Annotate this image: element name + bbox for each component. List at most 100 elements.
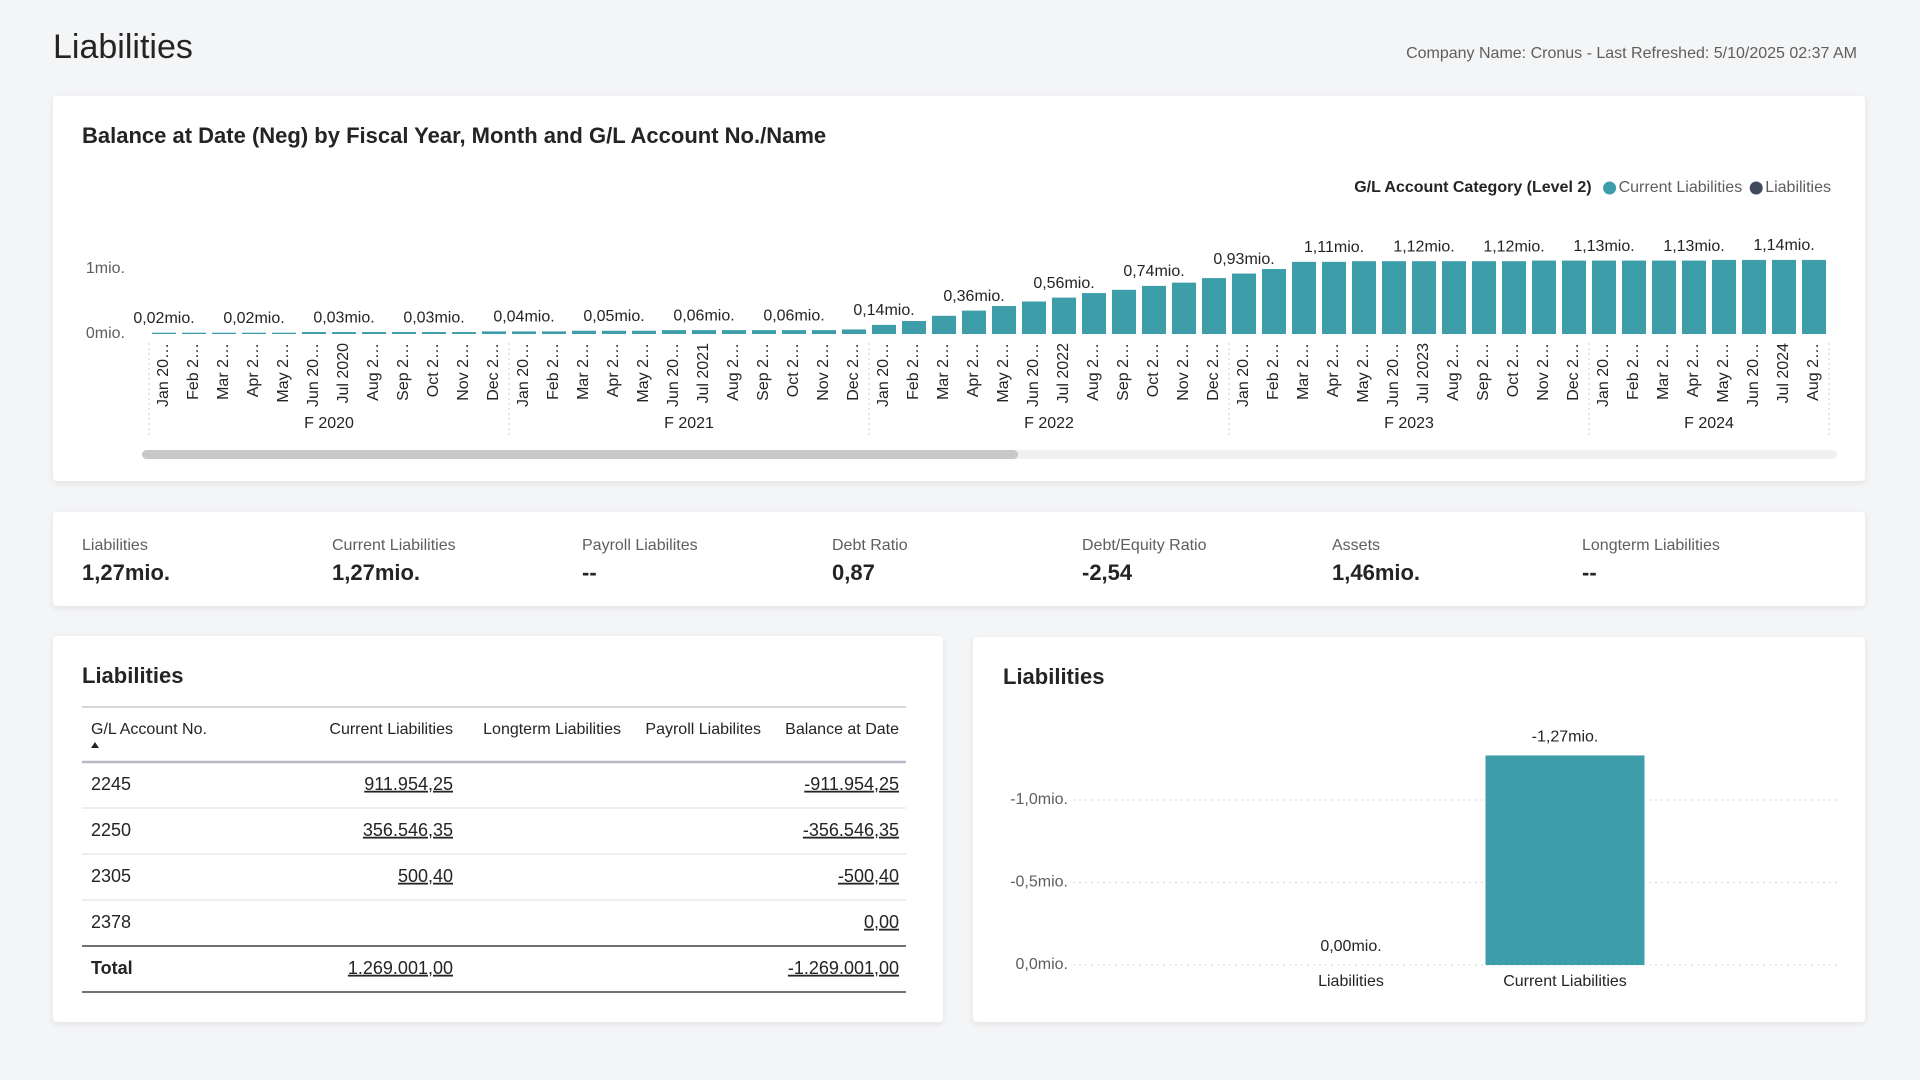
x-tick-label: Dec 2… [845,343,862,401]
cell-number[interactable]: 911.954,25 [364,774,453,794]
bar [422,332,446,334]
bar [1292,261,1316,334]
x-tick-label: May 2… [995,343,1012,403]
data-label: 1,12mio. [1483,238,1544,255]
x-tick-label: Nov 2… [455,343,472,401]
x-tick-label: Jan 20… [515,343,532,407]
data-label: 1,11mio. [1304,239,1364,256]
x-tick-label: Oct 2… [425,343,442,397]
card [973,637,1865,1022]
x-tick-label: May 2… [1355,343,1372,403]
bar [182,332,206,334]
refresh-info: Company Name: Cronus - Last Refreshed: 5… [1406,45,1857,62]
cell-text: 2245 [91,774,131,794]
bar [1772,259,1796,334]
cell-number[interactable]: -1.269.001,00 [788,958,899,978]
bar [212,332,236,334]
kpi-label: Debt/Equity Ratio [1082,537,1207,554]
group-label: F 2021 [664,415,714,432]
x-tick-label: May 2… [1715,343,1732,403]
data-label: 0,93mio. [1213,251,1274,268]
x-tick-label: Dec 2… [1565,343,1582,401]
kpi-value: -- [582,560,597,585]
legend-label: Current Liabilities [1619,179,1743,196]
chart-title: Liabilities [1003,664,1104,689]
data-label: 0,06mio. [673,307,734,324]
bar [1022,301,1046,334]
cell-number[interactable]: -356.546,35 [803,820,899,840]
x-tick-label: Mar 2… [215,343,232,400]
x-tick-label: Jun 20… [1385,343,1402,407]
kpi-value: -2,54 [1082,560,1133,585]
cell-number[interactable]: -500,40 [838,866,899,886]
bar [302,332,326,334]
kpi-value: 1,27mio. [82,560,170,585]
bar [1232,273,1256,334]
scrollbar-thumb[interactable] [142,450,1018,459]
bar [602,330,626,334]
bar [242,332,266,334]
bar [1532,260,1556,334]
x-tick-label: Jul 2021 [695,343,712,404]
x-tick-label: Jul 2024 [1775,343,1792,404]
bar [1202,278,1226,334]
data-label: 1,14mio. [1753,237,1814,254]
legend-marker [1603,181,1617,195]
y-tick-label: -0,5mio. [1010,874,1068,891]
cell-text: 2305 [91,866,131,886]
data-label: 0,06mio. [763,307,824,324]
x-tick-label: Aug 2… [725,343,742,401]
bar [392,332,416,334]
x-tick-label: Current Liabilities [1503,973,1627,990]
bar [512,331,536,334]
y-tick-label: 0mio. [86,325,125,342]
bar [572,330,596,334]
table-title: Liabilities [82,663,183,688]
x-tick-label: Jun 20… [1745,343,1762,407]
bar [1112,289,1136,334]
bar [332,332,356,334]
cell-number[interactable]: 500,40 [398,866,453,886]
x-tick-label: Nov 2… [1175,343,1192,401]
cell-number[interactable]: 1.269.001,00 [348,958,453,978]
bar [782,330,806,334]
bar [1262,269,1286,334]
bar [272,332,296,334]
group-label: F 2022 [1024,415,1074,432]
x-tick-label: Jul 2022 [1055,343,1072,404]
bar [1382,261,1406,334]
x-tick-label: Sep 2… [395,343,412,401]
legend-marker [1749,181,1763,195]
column-header: Balance at Date [785,721,899,738]
x-tick-label: Jun 20… [1025,343,1042,407]
sort-arrow[interactable] [91,742,99,748]
x-tick-label: Oct 2… [1145,343,1162,397]
bar [1442,261,1466,334]
x-tick-label: Jul 2020 [335,343,352,404]
x-tick-label: Sep 2… [755,343,772,401]
cell-number[interactable]: 356.546,35 [363,820,453,840]
x-tick-label: Jan 20… [155,343,172,407]
data-label: 0,36mio. [943,288,1004,305]
cell-number[interactable]: -911.954,25 [804,774,899,794]
column-header: G/L Account No. [91,721,207,738]
kpi-value: 1,27mio. [332,560,420,585]
cell-number[interactable]: 0,00 [864,912,899,932]
x-tick-label: Jan 20… [1235,343,1252,407]
kpi-label: Liabilities [82,537,148,554]
data-label: 0,05mio. [583,308,644,325]
x-tick-label: Apr 2… [245,343,262,397]
column-header: Current Liabilities [329,721,453,738]
x-tick-label: Mar 2… [575,343,592,400]
data-label: 0,02mio. [133,310,194,327]
x-tick-label: Feb 2… [185,343,202,400]
data-label: 1,12mio. [1393,238,1454,255]
bar [542,331,566,334]
x-tick-label: Dec 2… [485,343,502,401]
bar [1652,260,1676,334]
kpi-label: Assets [1332,537,1380,554]
bar [1082,293,1106,334]
x-tick-label: Jan 20… [875,343,892,407]
x-tick-label: Apr 2… [605,343,622,397]
column-header: Payroll Liabilites [645,721,761,738]
